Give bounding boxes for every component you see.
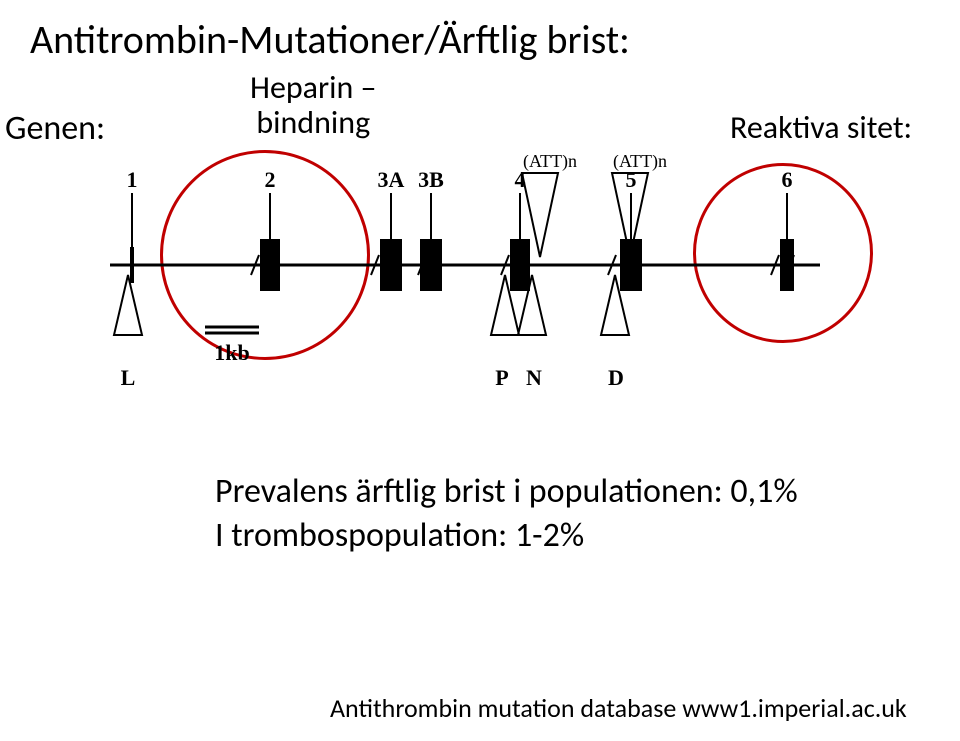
svg-text:3A: 3A [378, 167, 405, 192]
prevalence-l2: I trombospopulation: 1-2% [215, 515, 584, 556]
genen-label: Genen: [5, 108, 105, 149]
reaktiva-label: Reaktiva sitet: [730, 108, 912, 147]
heparin-line2: bindning [256, 103, 370, 142]
svg-text:L: L [121, 365, 136, 390]
svg-text:1kb: 1kb [214, 340, 249, 365]
svg-text:(ATT)n: (ATT)n [613, 155, 667, 172]
page-title: Antitrombin-Mutationer/Ärftlig brist: [30, 15, 630, 64]
svg-text:(ATT)n: (ATT)n [523, 155, 577, 172]
svg-text:6: 6 [782, 167, 793, 192]
svg-text:P: P [495, 365, 508, 390]
gene-diagram: 123A3B456(ATT)n(ATT)nLPND1kb [100, 155, 920, 435]
svg-text:2: 2 [265, 167, 276, 192]
footer-source: Antithrombin mutation database www1.impe… [330, 692, 907, 724]
svg-text:D: D [608, 365, 624, 390]
heparin-label: Heparin – bindning [250, 70, 376, 140]
prevalence-l1: Prevalens ärftlig brist i populationen: … [215, 471, 798, 512]
svg-text:3B: 3B [418, 167, 444, 192]
svg-text:1: 1 [127, 167, 138, 192]
svg-text:N: N [526, 365, 542, 390]
heparin-line1: Heparin – [250, 68, 376, 107]
prevalence-text: Prevalens ärftlig brist i populationen: … [215, 470, 798, 558]
